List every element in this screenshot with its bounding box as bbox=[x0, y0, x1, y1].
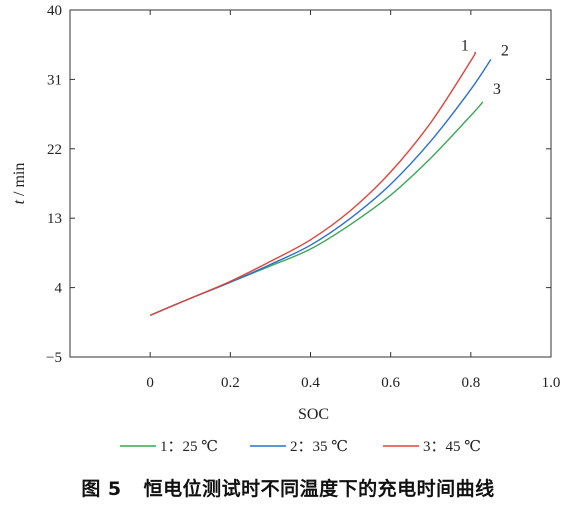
series-line bbox=[150, 52, 475, 315]
legend-label: 2：35 ℃ bbox=[290, 439, 348, 455]
y-tick-label: 22 bbox=[47, 142, 62, 158]
y-tick-label: 31 bbox=[47, 72, 62, 88]
y-axis-title-unit: / min bbox=[11, 163, 28, 200]
series-line bbox=[150, 102, 483, 316]
curve-label: 1 bbox=[461, 37, 469, 54]
x-tick-label: 0.4 bbox=[301, 375, 320, 391]
figure-title: 恒电位测试时不同温度下的充电时间曲线 bbox=[144, 478, 495, 500]
legend-label: 3：45 ℃ bbox=[423, 439, 481, 455]
x-tick-label: 0 bbox=[146, 375, 154, 391]
series-line bbox=[150, 59, 491, 315]
figure-number: 图 5 bbox=[81, 478, 121, 500]
legend-label: 1：25 ℃ bbox=[160, 439, 218, 455]
x-tick-label: 1.0 bbox=[542, 375, 561, 391]
x-tick-label: 0.6 bbox=[381, 375, 400, 391]
curve-label: 3 bbox=[493, 81, 501, 98]
y-tick-label: 13 bbox=[47, 211, 62, 227]
curve-label: 2 bbox=[501, 42, 509, 59]
y-tick-label: −5 bbox=[46, 350, 62, 366]
plot-area-frame bbox=[70, 10, 551, 357]
x-axis-title: SOC bbox=[298, 406, 329, 423]
chart: −5 4 13 22 31 40 0 0.2 0.4 0.6 0.8 1.0 3 2 1 1：25 ℃ 2：… bbox=[0, 0, 576, 470]
x-tick-label: 0.8 bbox=[461, 375, 480, 391]
y-tick-label: 4 bbox=[55, 281, 63, 297]
x-tick-label: 0.2 bbox=[221, 375, 240, 391]
y-axis-title: t / min bbox=[11, 163, 28, 205]
figure-caption: 图 5 恒电位测试时不同温度下的充电时间曲线 bbox=[0, 474, 576, 501]
y-tick-label: 40 bbox=[47, 3, 62, 19]
